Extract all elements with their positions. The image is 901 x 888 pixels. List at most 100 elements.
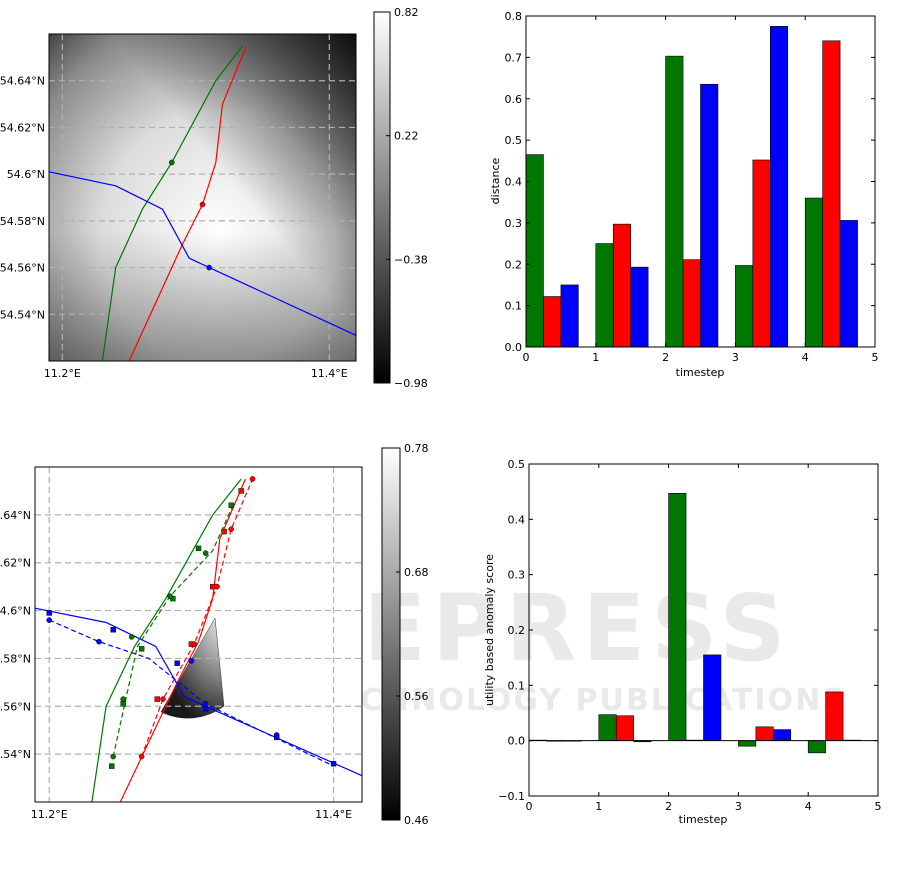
y-tick-label: 54.56°N (0, 262, 45, 275)
bar-green-t2 (668, 493, 687, 741)
map-top-heatmap-shade-bottom (49, 34, 356, 361)
y-tick-label: 0.4 (508, 513, 526, 526)
x-tick-label: 3 (735, 800, 742, 813)
bar-green-t2 (665, 55, 684, 348)
colorbar-tick-label: 0.82 (394, 6, 419, 19)
y-tick-label: 54.54°N (0, 748, 31, 761)
marker-square-red (221, 528, 227, 535)
marker-square-blue (330, 761, 337, 767)
marker-square-green (120, 701, 126, 707)
track-blue-dashed (48, 619, 334, 767)
marker-square-blue (202, 705, 209, 712)
y-tick-label: 54.58°N (0, 652, 31, 665)
y-tick-label: 0.3 (508, 569, 526, 582)
y-tick-label: 54.62°N (0, 557, 31, 570)
marker-circle-green (128, 634, 135, 640)
marker-square-green (138, 646, 145, 652)
bar-green-t0 (525, 154, 544, 348)
y-tick-label: 0.5 (508, 458, 526, 471)
bar-anomaly-xlabel: timestep (679, 813, 728, 826)
marker-square-blue (46, 610, 52, 616)
marker-circle-green (202, 550, 209, 556)
y-tick-label: 0.2 (505, 258, 523, 271)
y-tick-label: 54.54°N (0, 308, 45, 321)
colorbar-tick-label: 0.46 (404, 814, 429, 827)
marker-circle-red (191, 641, 198, 647)
x-tick-label: 1 (592, 351, 599, 364)
y-tick-label: 0.6 (505, 93, 523, 106)
marker-circle-green (120, 696, 126, 702)
track-red-dashed (141, 478, 254, 757)
bar-red-t0 (543, 296, 562, 348)
y-tick-label: −0.1 (498, 790, 525, 803)
marker-circle-blue (96, 638, 102, 645)
x-tick-label: 3 (732, 351, 739, 364)
marker-square-red (238, 488, 244, 494)
marker-circle-blue (46, 617, 53, 623)
marker-circle-blue (188, 658, 195, 664)
marker-square-green (109, 763, 115, 769)
y-tick-label: 54.64°N (0, 509, 31, 522)
y-tick-label: 0.0 (505, 341, 523, 354)
y-tick-label: 0.0 (508, 735, 526, 748)
bar-blue-t2 (700, 83, 719, 348)
bar-blue-t4 (839, 220, 858, 348)
y-tick-label: 0.1 (508, 679, 526, 692)
marker-circle-green (168, 159, 175, 166)
marker-square-blue (110, 627, 116, 633)
bar-red-t3 (752, 159, 771, 348)
bar-red-t4 (825, 691, 844, 741)
x-tick-label: 11.4°E (311, 367, 348, 380)
y-tick-label: 54.62°N (0, 121, 45, 134)
colorbar-top: 0.82 0.22 −0.38 −0.98 (373, 6, 428, 390)
x-tick-label: 0 (526, 800, 533, 813)
x-tick-label: 4 (802, 351, 809, 364)
x-tick-label: 4 (805, 800, 812, 813)
uncertainty-fan (160, 617, 225, 719)
x-tick-label: 11.2°E (31, 808, 68, 821)
marker-circle-green (110, 753, 116, 760)
map-top: 11.2°E 11.4°E 54.54°N 54.56°N 54.58°N 54.6°N 5… (0, 33, 357, 380)
x-tick-label: 11.2°E (44, 367, 81, 380)
bar-red-t4 (822, 40, 841, 348)
bar-blue-t3 (769, 26, 789, 348)
y-tick-label: 0.2 (508, 624, 526, 637)
track-green-solid (101, 45, 243, 362)
track-blue-solid (34, 607, 363, 777)
colorbar-tick-label: 0.22 (394, 130, 419, 143)
marker-circle-red (199, 201, 206, 208)
marker-circle-red (138, 753, 145, 760)
bar-green-t4 (804, 197, 823, 348)
x-tick-label: 5 (875, 800, 882, 813)
x-tick-label: 5 (872, 351, 879, 364)
marker-circle-red (160, 696, 166, 702)
y-tick-label: 0.1 (505, 300, 523, 313)
track-blue-solid (48, 171, 357, 336)
x-tick-label: 2 (665, 800, 672, 813)
bar-blue-t3 (772, 729, 792, 741)
colorbar-tick-label: −0.98 (394, 377, 428, 390)
y-tick-label: 54.6°N (0, 605, 31, 618)
colorbar-tick-label: −0.38 (394, 253, 428, 266)
bar-green-t3 (735, 265, 754, 348)
x-tick-label: 2 (662, 351, 669, 364)
bar-green-t1 (598, 714, 617, 741)
marker-circle-green (167, 593, 173, 600)
colorbar-top-gradient (373, 11, 391, 384)
colorbar-tick-label: 0.78 (404, 442, 429, 455)
colorbar-tick-label: 0.56 (404, 690, 429, 703)
y-tick-label: 0.3 (505, 217, 523, 230)
marker-circle-red (214, 583, 220, 590)
marker-circle-blue (273, 732, 280, 738)
map-bottom: 11.2°E 11.4°E 54.54°N 54.56°N 54.58°N 54.6°N 5… (0, 466, 363, 821)
map-bottom-background (35, 467, 362, 802)
bar-distance-ylabel: distance (489, 157, 502, 204)
marker-circle-red (249, 476, 256, 482)
marker-circle-blue (206, 264, 212, 271)
marker-square-green (228, 502, 234, 508)
bar-chart-anomaly: 0 1 2 3 4 5 −0.1 0.0 0.1 0.2 0.3 0.4 0.5 timestep ut… (483, 458, 882, 826)
bar-red-t3 (755, 726, 774, 741)
bar-anomaly-ylabel: utility based anomaly score (483, 554, 496, 706)
marker-square-blue (174, 660, 180, 666)
bar-green-t1 (595, 243, 614, 348)
